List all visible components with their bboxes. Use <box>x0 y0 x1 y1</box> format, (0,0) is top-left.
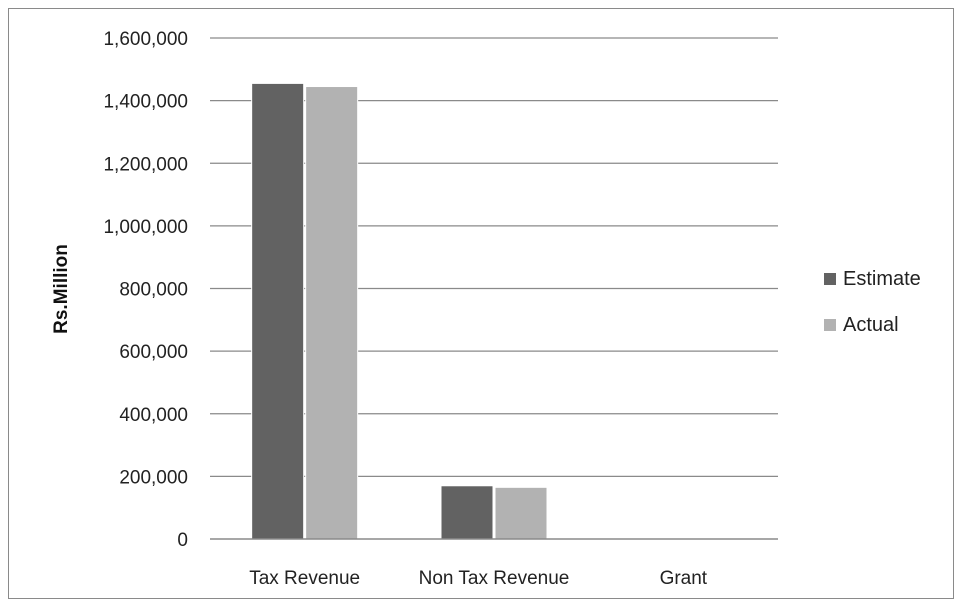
y-tick-label: 1,600,000 <box>103 29 188 50</box>
y-tick-label: 200,000 <box>119 467 188 488</box>
bar-actual-0 <box>305 86 359 540</box>
bars <box>251 82 548 540</box>
legend-swatch <box>824 273 836 285</box>
y-tick-label: 1,200,000 <box>103 154 188 175</box>
x-tick-label: Tax Revenue <box>249 568 360 589</box>
x-axis-tick-labels: Tax Revenue Non Tax Revenue Grant <box>249 568 708 589</box>
y-tick-label: 800,000 <box>119 280 188 301</box>
y-tick-label: 600,000 <box>119 342 188 363</box>
bar-estimate-0 <box>251 82 305 540</box>
y-tick-label: 0 <box>177 530 188 551</box>
bar-actual-1 <box>494 486 548 540</box>
y-tick-label: 1,400,000 <box>103 92 188 113</box>
gridlines <box>210 37 778 477</box>
y-tick-label: 1,000,000 <box>103 217 188 238</box>
y-tick-label: 400,000 <box>119 405 188 426</box>
y-axis-tick-labels: 0 200,000 400,000 600,000 800,000 1,000,000 1,… <box>103 29 188 551</box>
legend-swatch <box>824 319 836 331</box>
legend-label: Actual <box>843 314 899 336</box>
x-tick-label: Non Tax Revenue <box>419 568 570 589</box>
legend: Estimate Actual <box>824 268 921 336</box>
x-tick-label: Grant <box>660 568 708 589</box>
legend-label: Estimate <box>843 268 921 290</box>
y-axis-label: Rs.Million <box>51 244 72 334</box>
bar-estimate-1 <box>440 485 494 540</box>
